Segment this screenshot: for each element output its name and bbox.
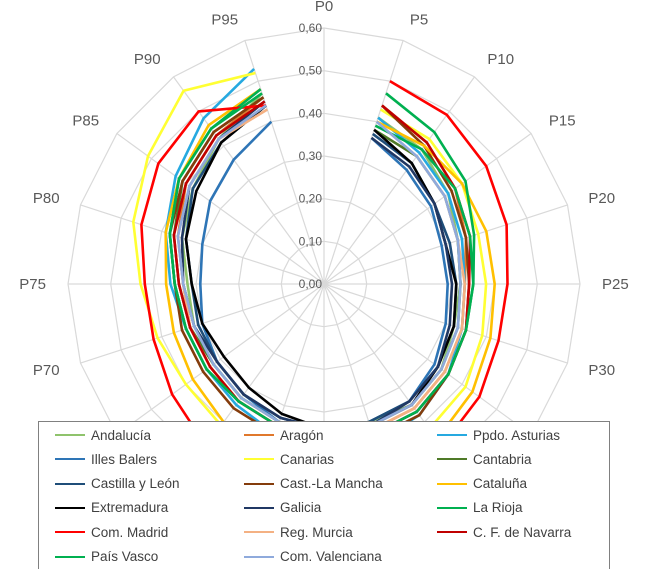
legend-swatch <box>55 531 85 534</box>
legend-label: C. F. de Navarra <box>473 524 572 540</box>
legend-swatch <box>244 531 274 534</box>
legend-label: Cataluña <box>473 476 528 492</box>
category-label: P70 <box>33 362 60 379</box>
legend-item: Cantabria <box>437 449 532 469</box>
legend-label: La Rioja <box>473 500 523 516</box>
category-labels: P0 P5 P10 P15 P20 P25 P30 P70 P75 P80 P85 P90 P95 <box>19 0 628 379</box>
legend-label: Aragón <box>280 427 324 443</box>
tick-label: 0,20 <box>299 192 323 206</box>
legend-swatch <box>437 458 467 461</box>
category-label: P90 <box>134 51 161 68</box>
legend-label: Galicia <box>280 500 322 516</box>
legend-label: Illes Balers <box>91 451 158 467</box>
legend-item: Galicia <box>244 498 321 518</box>
legend-label: Castilla y León <box>91 476 180 492</box>
tick-label: 0,50 <box>299 64 323 78</box>
legend-item: La Rioja <box>437 498 523 518</box>
category-label: P80 <box>33 190 60 207</box>
legend-label: Reg. Murcia <box>280 524 353 540</box>
legend-item: Aragón <box>244 425 324 445</box>
legend-swatch <box>55 482 85 485</box>
category-label: P30 <box>588 362 615 379</box>
category-label: P75 <box>19 276 46 293</box>
category-label: P95 <box>211 12 238 29</box>
legend-item: Andalucía <box>55 425 151 445</box>
legend-swatch <box>244 506 274 509</box>
legend-label: Com. Madrid <box>91 524 169 540</box>
legend-label: Canarias <box>280 451 335 467</box>
legend-item: Reg. Murcia <box>244 522 353 542</box>
grid-spoke <box>323 133 532 285</box>
legend-swatch <box>244 555 274 558</box>
legend-label: Cantabria <box>473 451 532 467</box>
tick-label: 0,30 <box>299 149 323 163</box>
tick-label: 0,10 <box>299 234 323 248</box>
legend-label: Com. Valenciana <box>280 549 382 564</box>
category-label: P25 <box>602 276 629 293</box>
radial-tick-labels: 0,00 0,10 0,20 0,30 0,40 0,50 0,60 <box>299 21 323 291</box>
legend-swatch <box>244 458 274 461</box>
legend-item: Cast.-La Mancha <box>244 474 383 494</box>
tick-label: 0,40 <box>299 106 323 120</box>
legend-label: Cast.-La Mancha <box>280 476 383 492</box>
legend-swatch <box>55 458 85 461</box>
legend-swatch <box>244 434 274 436</box>
grid-spoke <box>323 76 475 285</box>
grid-spoke <box>323 283 532 435</box>
legend-label: Ppdo. Asturias <box>473 427 561 443</box>
tick-label: 0,00 <box>299 277 323 291</box>
legend-item: Canarias <box>244 449 334 469</box>
legend-item: Ppdo. Asturias <box>437 425 560 445</box>
legend-label: Andalucía <box>91 427 152 443</box>
legend-swatch <box>437 506 467 509</box>
legend-item: Com. Valenciana <box>244 547 382 567</box>
legend-item: Castilla y León <box>55 474 180 494</box>
grid-spoke <box>244 40 325 285</box>
legend: Andalucía Aragón Ppdo. Asturias Illes Baler… <box>38 421 610 569</box>
category-label: P15 <box>549 113 576 130</box>
grid-spoke <box>116 283 325 435</box>
legend-item: Extremadura <box>55 498 168 518</box>
legend-item: País Vasco <box>55 547 158 567</box>
legend-swatch <box>244 482 274 485</box>
category-label: P85 <box>72 113 99 130</box>
category-label: P0 <box>315 0 333 15</box>
legend-swatch <box>55 555 85 558</box>
legend-item: C. F. de Navarra <box>437 522 571 542</box>
legend-swatch <box>437 434 467 436</box>
legend-swatch <box>437 482 467 485</box>
legend-item: Com. Madrid <box>55 522 168 542</box>
legend-swatch <box>55 434 85 436</box>
legend-item: Illes Balers <box>55 449 157 469</box>
legend-item: Cataluña <box>437 474 527 494</box>
legend-label: País Vasco <box>91 549 159 564</box>
legend-swatch <box>437 531 467 534</box>
category-label: P10 <box>487 51 514 68</box>
grid-spoke <box>116 133 325 285</box>
category-label: P5 <box>410 12 428 29</box>
tick-label: 0,60 <box>299 21 323 35</box>
category-label: P20 <box>588 190 615 207</box>
legend-label: Extremadura <box>91 500 169 516</box>
legend-swatch <box>55 506 85 509</box>
